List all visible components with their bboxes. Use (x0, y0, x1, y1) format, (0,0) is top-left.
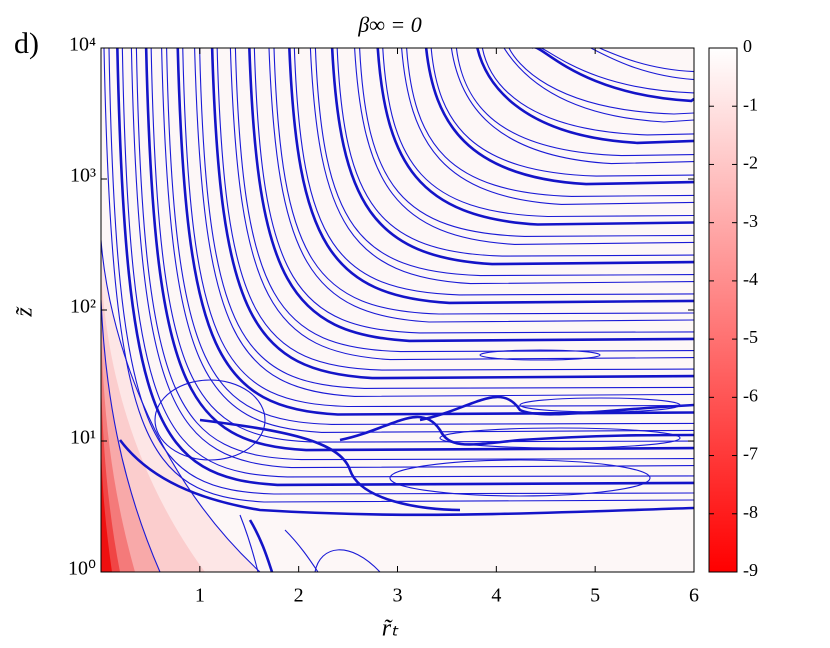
contour-line (239, 514, 259, 572)
x-tick-label: 6 (689, 585, 699, 607)
contour-line (376, 48, 694, 226)
contour-line (216, 48, 694, 371)
contour-line (248, 519, 274, 572)
contour-line (479, 349, 601, 361)
contour-line (135, 48, 694, 461)
x-axis-label: r̃ₜ (382, 616, 399, 642)
contour-line (503, 48, 694, 123)
contour-line (144, 48, 694, 452)
x-tick-label: 3 (393, 585, 403, 607)
y-tick-label: 10² (70, 296, 96, 318)
contour-line (508, 48, 694, 115)
contour-line (339, 415, 694, 446)
contour-line (382, 48, 694, 218)
contour-line (154, 379, 266, 461)
contour-line (121, 48, 694, 478)
contour-line (354, 48, 694, 245)
contour-line (229, 48, 694, 361)
x-tick-label: 5 (590, 585, 600, 607)
contour-line (293, 48, 694, 296)
y-tick-label: 10⁰ (68, 558, 96, 580)
colorbar (709, 48, 737, 572)
colorbar-tick-label: -6 (743, 385, 758, 405)
contour-line (199, 48, 694, 389)
contour-line (248, 48, 694, 343)
contour-line (450, 48, 694, 165)
contour-line (476, 48, 694, 145)
colorbar-tick-label: -5 (743, 327, 758, 347)
contour-line (166, 48, 694, 425)
contour-line (253, 48, 694, 334)
contour-line (210, 48, 694, 380)
colorbar-tick-label: -3 (743, 211, 758, 231)
colorbar-frame (708, 47, 738, 573)
y-tick-label: 10³ (70, 165, 96, 187)
colorbar-tick-label: -9 (743, 560, 758, 580)
panel-label: d) (14, 27, 39, 60)
y-axis-label: z̃ (12, 306, 38, 318)
colorbar-tick-label: -4 (743, 269, 758, 289)
contour-line (330, 48, 694, 266)
contour-line (309, 48, 694, 285)
contour-line (118, 439, 694, 517)
contour-line (455, 48, 694, 157)
x-tick-label: 2 (294, 585, 304, 607)
contour-line (103, 48, 694, 503)
y-tick-label: 10¹ (70, 427, 96, 449)
colorbar-tick-label: 0 (743, 36, 752, 56)
contour-line (130, 48, 694, 469)
contour-line (101, 299, 161, 572)
contour-line (116, 48, 694, 487)
contour-line (389, 459, 651, 497)
contour-line (234, 48, 694, 353)
contour-line (406, 48, 694, 197)
contour-line (314, 48, 694, 277)
contour-line (481, 48, 694, 136)
plot-area (101, 48, 694, 572)
colorbar-tick-label: -1 (743, 94, 758, 114)
x-tick-label: 4 (491, 585, 501, 607)
colorbar-tick-label: -2 (743, 153, 758, 173)
contour-line (108, 48, 694, 495)
contour-line (161, 48, 694, 433)
colorbar-tick-label: -8 (743, 502, 758, 522)
contour-line (559, 48, 694, 81)
contour-line (182, 48, 694, 408)
contour-line (268, 48, 694, 323)
contour-line (401, 48, 694, 205)
contour-line (314, 549, 381, 572)
contour-line (564, 48, 694, 73)
x-tick-label: 1 (195, 585, 205, 607)
contour-line (531, 48, 694, 103)
contour-line (194, 48, 694, 397)
contour-line (430, 48, 694, 177)
contour-lines (101, 48, 694, 572)
chart-title: β∞ = 0 (357, 12, 422, 37)
y-tick-label: 10⁴ (69, 34, 96, 56)
contour-line (359, 48, 694, 237)
contour-line (424, 48, 694, 186)
contour-line (336, 48, 694, 257)
contour-line (273, 48, 694, 315)
contour-line (176, 48, 694, 416)
contour-line (536, 48, 694, 94)
colorbar-tick-label: -7 (743, 444, 758, 464)
contour-line (199, 418, 461, 512)
contour-line (150, 48, 694, 443)
field-region (101, 440, 112, 572)
contour-line (288, 48, 694, 305)
